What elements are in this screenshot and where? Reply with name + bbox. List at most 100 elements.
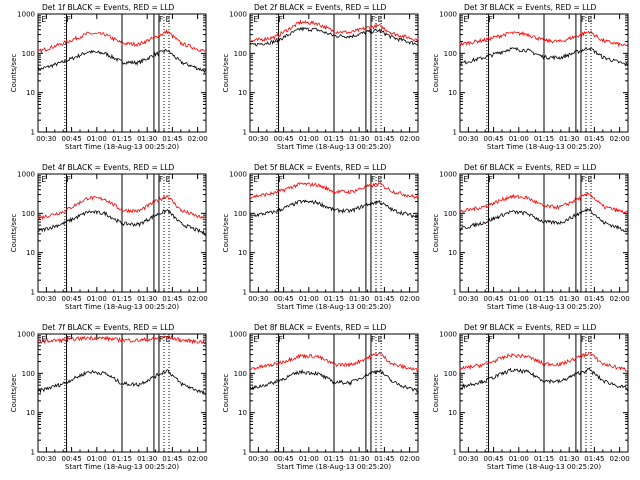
interval-marker-e: E <box>378 335 383 344</box>
x-tick-label: 01:15 <box>324 135 344 143</box>
series-line-events <box>37 48 207 74</box>
x-tick-label: 02:00 <box>188 455 208 463</box>
x-tick-label: 01:45 <box>162 135 182 143</box>
y-tick-label: 100 <box>234 370 247 378</box>
x-tick-label: 01:30 <box>137 135 157 143</box>
panel-det-4: Det 4f BLACK = Events, RED = LLD 1 10 100 10… <box>10 163 208 311</box>
x-tick-label: 00:45 <box>274 295 294 303</box>
series-line-lld <box>37 334 207 345</box>
interval-marker-e: E <box>463 15 468 24</box>
panel-det-9: Det 9f BLACK = Events, RED = LLD 1 10 100 10… <box>432 323 630 471</box>
y-tick-label: 1000 <box>17 11 35 19</box>
panel-det-1: Det 1f BLACK = Events, RED = LLD 1 10 100 10… <box>10 3 208 151</box>
x-tick-label: 01:15 <box>112 295 132 303</box>
x-tick-label: 01:30 <box>137 455 157 463</box>
interval-marker-e: E <box>166 335 171 344</box>
x-tick-label: 00:30 <box>458 455 478 463</box>
y-tick-label: 10 <box>238 249 247 257</box>
x-tick-label: 01:15 <box>112 455 132 463</box>
x-tick-label: 01:45 <box>374 295 394 303</box>
interval-marker-f: F <box>159 175 163 184</box>
panel-title: Det 3f BLACK = Events, RED = LLD <box>464 3 597 12</box>
x-tick-label: 00:45 <box>62 295 82 303</box>
y-tick-label: 100 <box>234 210 247 218</box>
y-tick-label: 1000 <box>17 171 35 179</box>
y-axis-label: Counts/sec <box>222 54 230 93</box>
x-tick-label: 01:00 <box>87 295 107 303</box>
x-tick-label: 00:30 <box>36 135 56 143</box>
x-tick-label: 01:15 <box>112 135 132 143</box>
x-tick-label: 01:30 <box>349 455 369 463</box>
interval-marker-e: E <box>378 15 383 24</box>
x-axis-label: Start Time (18-Aug-13 00:25:20) <box>277 303 391 311</box>
x-tick-label: 01:45 <box>584 295 604 303</box>
y-tick-label: 1000 <box>439 331 457 339</box>
panel-title: Det 8f BLACK = Events, RED = LLD <box>254 323 387 332</box>
interval-marker-f: F <box>581 175 585 184</box>
x-tick-label: 01:15 <box>324 455 344 463</box>
panel-det-2: Det 2f BLACK = Events, RED = LLD 1 10 100 10… <box>222 3 420 151</box>
y-axis-label: Counts/sec <box>10 374 18 413</box>
x-tick-label: 00:45 <box>62 455 82 463</box>
y-tick-label: 1 <box>31 289 35 297</box>
interval-marker-e: E <box>588 15 593 24</box>
y-tick-label: 10 <box>448 249 457 257</box>
y-tick-label: 1000 <box>439 11 457 19</box>
series-line-lld <box>459 352 629 373</box>
interval-marker-f: F <box>371 15 375 24</box>
x-tick-label: 02:00 <box>610 455 630 463</box>
x-tick-label: 01:15 <box>324 295 344 303</box>
y-tick-label: 1 <box>453 129 457 137</box>
y-tick-label: 100 <box>22 370 35 378</box>
x-tick-label: 01:30 <box>559 455 579 463</box>
x-tick-label: 01:30 <box>349 135 369 143</box>
panel-det-3: Det 3f BLACK = Events, RED = LLD 1 10 100 10… <box>432 3 630 151</box>
series-line-events <box>249 368 419 394</box>
panel-det-5: Det 5f BLACK = Events, RED = LLD 1 10 100 10… <box>222 163 420 311</box>
x-axis-label: Start Time (18-Aug-13 00:25:20) <box>487 143 601 151</box>
interval-marker-f: F <box>67 335 71 344</box>
x-tick-label: 02:00 <box>610 295 630 303</box>
y-tick-label: 1 <box>243 129 247 137</box>
interval-marker-f: F <box>67 175 71 184</box>
panel-det-8: Det 8f BLACK = Events, RED = LLD 1 10 100 10… <box>222 323 420 471</box>
interval-marker-e: E <box>588 335 593 344</box>
interval-marker-f: F <box>581 15 585 24</box>
x-tick-label: 01:00 <box>299 295 319 303</box>
x-axis-label: Start Time (18-Aug-13 00:25:20) <box>65 143 179 151</box>
y-tick-label: 1000 <box>17 331 35 339</box>
y-tick-label: 1 <box>243 289 247 297</box>
y-tick-label: 1000 <box>229 331 247 339</box>
series-line-lld <box>249 351 419 373</box>
y-tick-label: 100 <box>444 50 457 58</box>
y-tick-label: 10 <box>238 409 247 417</box>
x-tick-label: 01:00 <box>509 135 529 143</box>
interval-marker-f: F <box>581 335 585 344</box>
interval-marker-f: F <box>159 335 163 344</box>
x-tick-label: 01:45 <box>584 135 604 143</box>
series-line-events <box>37 369 207 395</box>
x-tick-label: 00:45 <box>274 135 294 143</box>
y-tick-label: 10 <box>448 409 457 417</box>
y-tick-label: 10 <box>26 89 35 97</box>
series-line-lld <box>249 19 419 43</box>
panel-det-7: Det 7f BLACK = Events, RED = LLD 1 10 100 10… <box>10 323 208 471</box>
interval-marker-e: E <box>166 175 171 184</box>
y-tick-label: 1 <box>453 289 457 297</box>
panel-title: Det 7f BLACK = Events, RED = LLD <box>42 323 175 332</box>
series-line-lld <box>459 30 629 48</box>
panel-title: Det 5f BLACK = Events, RED = LLD <box>254 163 387 172</box>
y-axis-label: Counts/sec <box>432 54 440 93</box>
interval-marker-f: F <box>159 15 163 24</box>
x-tick-label: 01:15 <box>534 135 554 143</box>
interval-marker-f: F <box>371 335 375 344</box>
series-line-events <box>37 209 207 236</box>
series-line-events <box>249 26 419 47</box>
x-tick-label: 02:00 <box>188 295 208 303</box>
series-line-lld <box>37 29 207 55</box>
x-tick-label: 01:15 <box>534 455 554 463</box>
y-tick-label: 100 <box>444 210 457 218</box>
y-tick-label: 1000 <box>229 171 247 179</box>
x-tick-label: 01:30 <box>559 135 579 143</box>
panel-det-6: Det 6f BLACK = Events, RED = LLD 1 10 100 10… <box>432 163 630 311</box>
